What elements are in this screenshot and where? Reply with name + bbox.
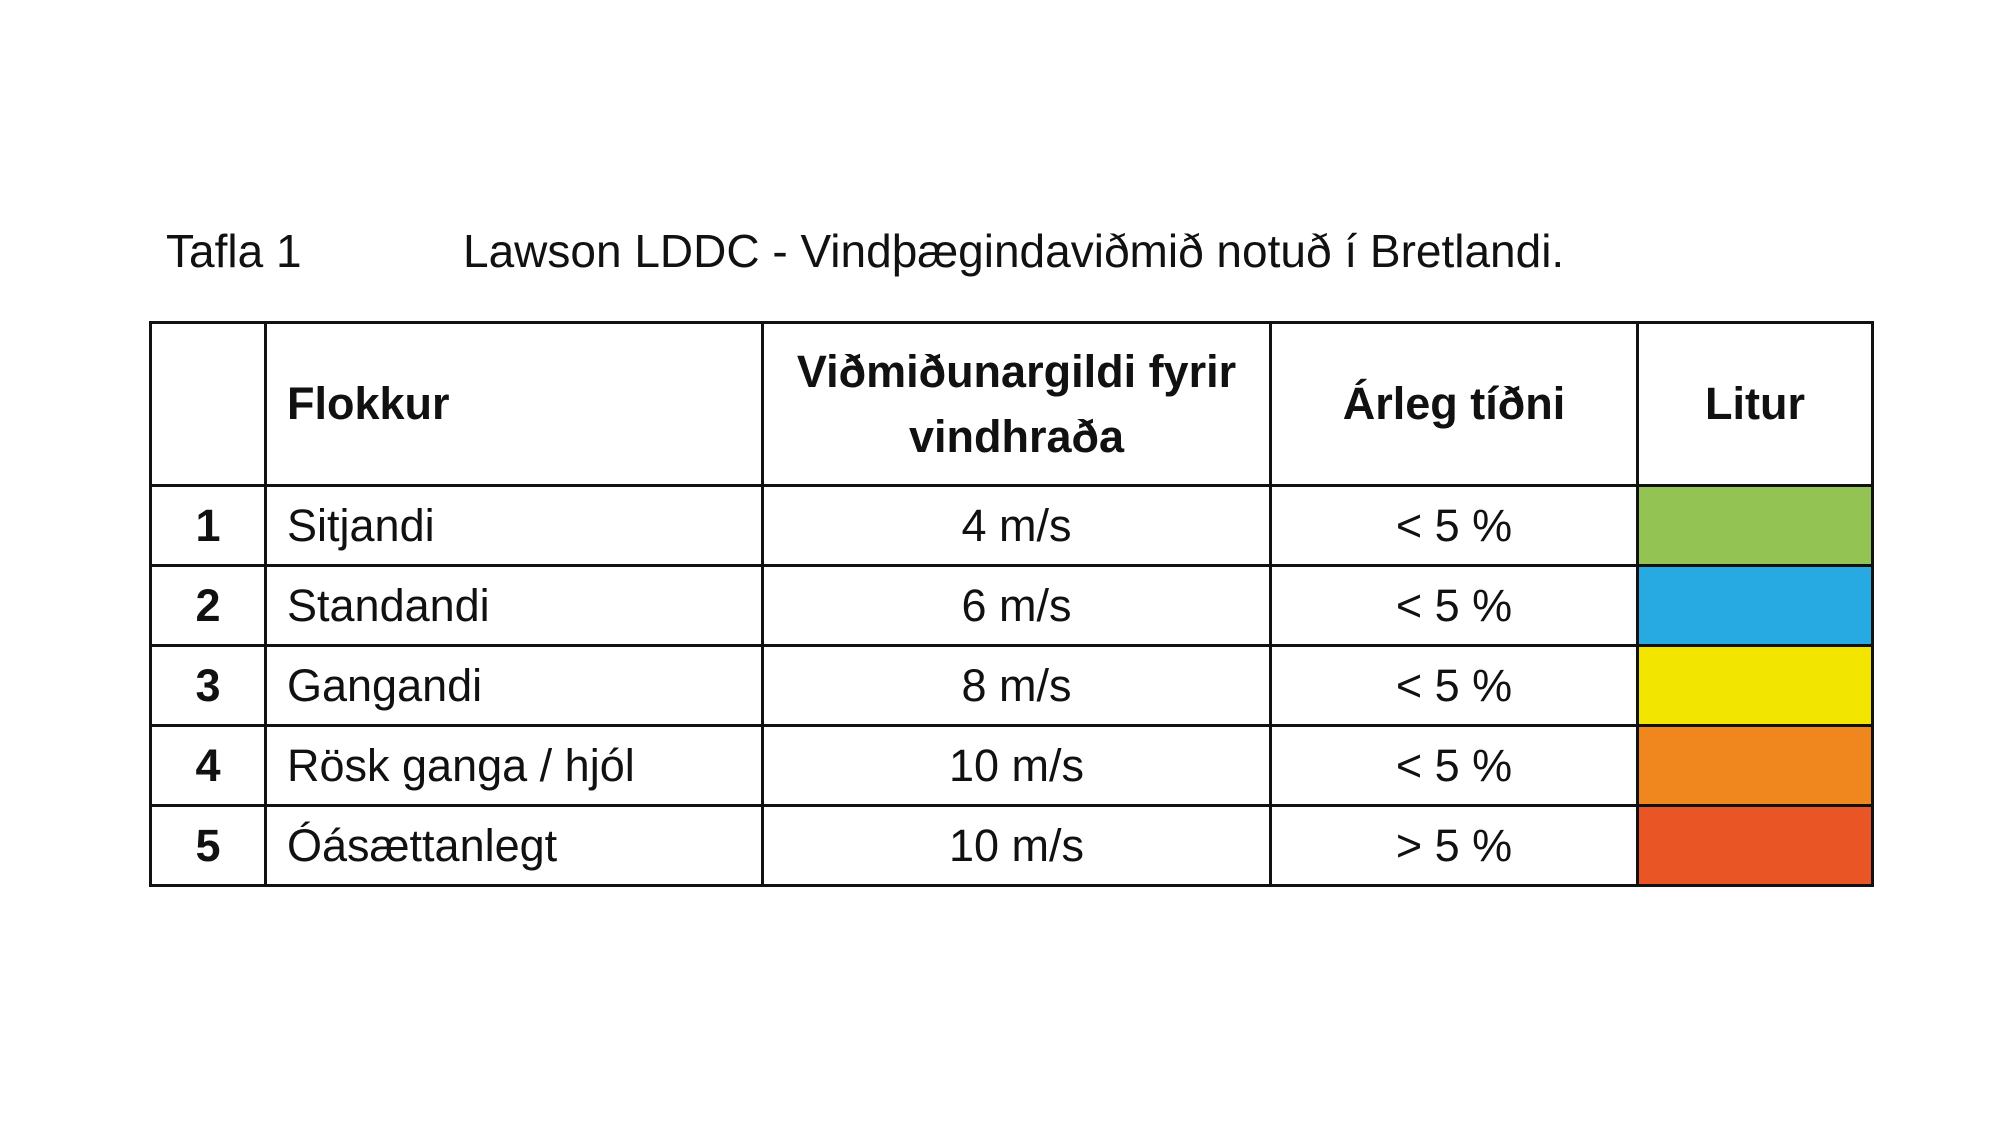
table-cell: Sitjandi xyxy=(264,484,764,567)
table: Flokkur Viðmiðunargildi fyrir vindhraða … xyxy=(149,321,1874,887)
header-cell xyxy=(149,321,267,487)
table-cell: Óásættanlegt xyxy=(264,804,764,887)
table-cell: 10 m/s xyxy=(761,724,1272,807)
table-row: 1 Sitjandi 4 m/s < 5 % xyxy=(149,484,1874,567)
caption-title: Lawson LDDC - Vindþægindaviðmið notuð í … xyxy=(463,225,1565,277)
header-row: Flokkur Viðmiðunargildi fyrir vindhraða … xyxy=(149,321,1874,487)
table-body: 1 Sitjandi 4 m/s < 5 % 2 Standandi 6 m/s < 5 % 3… xyxy=(149,484,1874,887)
color-swatch xyxy=(1636,484,1874,567)
table-row: 4 Rösk ganga / hjól 10 m/s < 5 % xyxy=(149,724,1874,807)
table-row: 5 Óásættanlegt 10 m/s > 5 % xyxy=(149,804,1874,887)
table-cell: < 5 % xyxy=(1269,484,1639,567)
header-cell: Flokkur xyxy=(264,321,764,487)
table-cell: Rösk ganga / hjól xyxy=(264,724,764,807)
table-cell: 10 m/s xyxy=(761,804,1272,887)
table-cell: 6 m/s xyxy=(761,564,1272,647)
header-cell: Viðmiðunargildi fyrir vindhraða xyxy=(761,321,1272,487)
table-cell: 2 xyxy=(149,564,267,647)
table-cell: 3 xyxy=(149,644,267,727)
table-row: 3 Gangandi 8 m/s < 5 % xyxy=(149,644,1874,727)
header-cell: Litur xyxy=(1636,321,1874,487)
table-cell: Standandi xyxy=(264,564,764,647)
table-cell: 1 xyxy=(149,484,267,567)
table-cell: 5 xyxy=(149,804,267,887)
color-swatch xyxy=(1636,724,1874,807)
color-swatch xyxy=(1636,804,1874,887)
table-cell: < 5 % xyxy=(1269,564,1639,647)
color-swatch xyxy=(1636,644,1874,727)
table-cell: > 5 % xyxy=(1269,804,1639,887)
table-cell: Gangandi xyxy=(264,644,764,727)
caption-label: Tafla 1 xyxy=(166,225,302,277)
header-cell: Árleg tíðni xyxy=(1269,321,1639,487)
table-cell: < 5 % xyxy=(1269,724,1639,807)
color-swatch xyxy=(1636,564,1874,647)
table-cell: 4 xyxy=(149,724,267,807)
table-cell: < 5 % xyxy=(1269,644,1639,727)
table-row: 2 Standandi 6 m/s < 5 % xyxy=(149,564,1874,647)
table-cell: 4 m/s xyxy=(761,484,1272,567)
table-cell: 8 m/s xyxy=(761,644,1272,727)
